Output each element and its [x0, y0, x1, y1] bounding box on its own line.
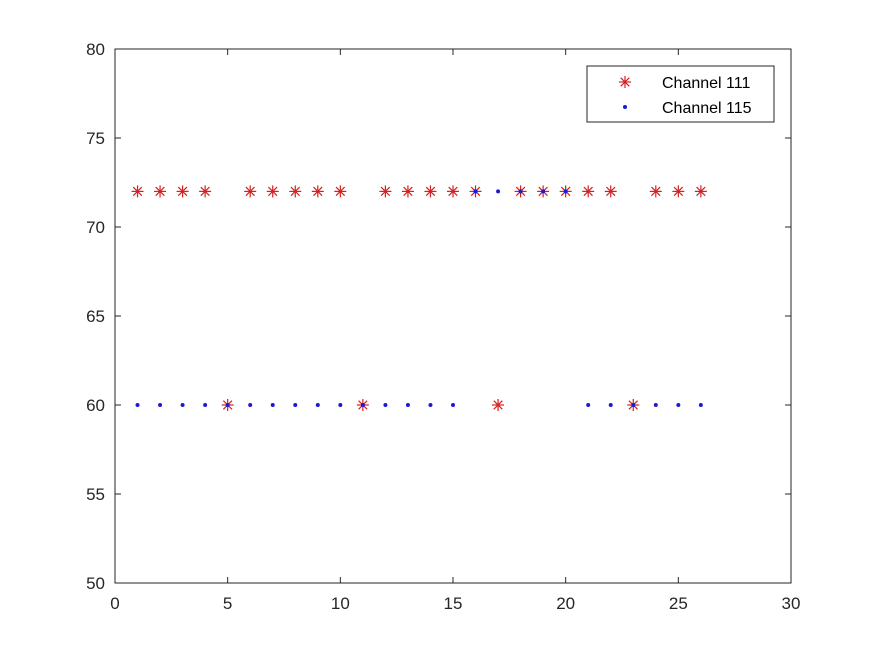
asterisk-stroke — [651, 186, 661, 197]
asterisk-stroke — [245, 186, 255, 197]
data-point-asterisk — [266, 185, 279, 198]
x-tick-label: 30 — [782, 594, 801, 613]
data-point-dot — [518, 189, 523, 194]
data-point-dot — [586, 403, 591, 407]
data-point-dot — [360, 403, 365, 407]
legend-box — [586, 65, 775, 123]
x-tick-label: 25 — [669, 594, 688, 613]
x-tick-label: 5 — [223, 594, 232, 613]
data-point-dot — [383, 403, 388, 407]
axes-box — [114, 48, 792, 584]
data-point-dot — [158, 403, 163, 407]
data-point-asterisk — [334, 185, 347, 198]
data-point-dot — [405, 403, 410, 407]
legend-label: Channel 115 — [662, 100, 752, 117]
asterisk-stroke — [696, 186, 706, 197]
x-tick-label: 20 — [556, 594, 575, 613]
legend-marker-asterisk — [619, 76, 631, 88]
data-point-asterisk — [311, 185, 324, 198]
data-point-dot — [676, 403, 681, 407]
legend-label: Channel 111 — [662, 75, 750, 92]
asterisk-stroke — [380, 186, 391, 197]
data-point-asterisk — [199, 185, 212, 198]
y-tick-label: 60 — [86, 396, 105, 415]
asterisk-stroke — [177, 186, 188, 197]
asterisk-stroke — [313, 186, 323, 197]
data-point-asterisk — [582, 185, 595, 198]
data-point-dot — [631, 403, 636, 407]
data-point-asterisk — [492, 399, 505, 411]
data-point-dot — [203, 403, 208, 407]
asterisk-stroke — [200, 186, 210, 197]
data-point-dot — [473, 189, 478, 194]
asterisk-stroke — [290, 186, 301, 197]
asterisk-stroke — [425, 186, 436, 197]
data-markers — [131, 185, 707, 411]
y-tick-label: 65 — [86, 307, 105, 326]
asterisk-stroke — [335, 186, 346, 197]
asterisk-stroke — [132, 186, 143, 197]
asterisk-stroke — [673, 186, 684, 197]
data-point-asterisk — [694, 185, 707, 198]
data-point-dot — [608, 403, 613, 407]
data-point-dot — [293, 403, 298, 407]
asterisk-stroke — [155, 186, 165, 197]
x-tick-label: 0 — [110, 594, 119, 613]
asterisk-stroke — [583, 186, 593, 197]
data-point-dot — [248, 403, 253, 407]
asterisk-stroke — [493, 400, 503, 410]
data-point-asterisk — [176, 185, 189, 198]
data-point-dot — [653, 403, 658, 407]
x-tick-label: 15 — [444, 594, 463, 613]
data-point-dot — [315, 403, 320, 407]
data-point-asterisk — [379, 185, 392, 198]
data-point-dot — [496, 189, 501, 194]
y-tick-label: 55 — [86, 485, 105, 504]
axis-ticks: 0 5 10 15 20 25 30 50 55 60 65 70 75 80 — [86, 40, 800, 613]
asterisk-stroke — [267, 186, 278, 197]
data-point-dot — [225, 403, 230, 407]
data-point-asterisk — [401, 185, 414, 198]
data-point-asterisk — [131, 185, 144, 198]
asterisk-stroke — [620, 77, 630, 87]
data-point-dot — [541, 189, 546, 194]
data-point-asterisk — [424, 185, 437, 198]
data-point-asterisk — [154, 185, 167, 198]
data-point-asterisk — [447, 185, 459, 198]
data-point-asterisk — [672, 185, 685, 198]
data-point-dot — [180, 403, 185, 407]
legend: Channel 111 Channel 115 — [586, 65, 775, 123]
asterisk-stroke — [605, 186, 616, 197]
data-point-dot — [270, 403, 275, 407]
data-point-dot — [563, 189, 568, 194]
data-point-asterisk — [244, 185, 257, 198]
plot-area — [114, 48, 792, 584]
data-point-asterisk — [289, 185, 302, 198]
y-tick-label: 70 — [86, 218, 105, 237]
asterisk-stroke — [403, 186, 413, 197]
data-point-dot — [698, 403, 703, 407]
x-tick-label: 10 — [331, 594, 350, 613]
legend-marker-dot — [623, 105, 627, 109]
data-point-asterisk — [604, 185, 617, 198]
series-2 — [135, 189, 703, 407]
data-point-dot — [135, 403, 140, 407]
data-point-dot — [451, 403, 455, 407]
data-point-dot — [338, 403, 343, 407]
asterisk-stroke — [448, 186, 458, 197]
y-tick-label: 75 — [86, 129, 105, 148]
data-point-dot — [428, 403, 433, 407]
y-tick-label: 80 — [86, 40, 105, 59]
data-point-asterisk — [649, 185, 662, 198]
y-tick-label: 50 — [86, 574, 105, 593]
